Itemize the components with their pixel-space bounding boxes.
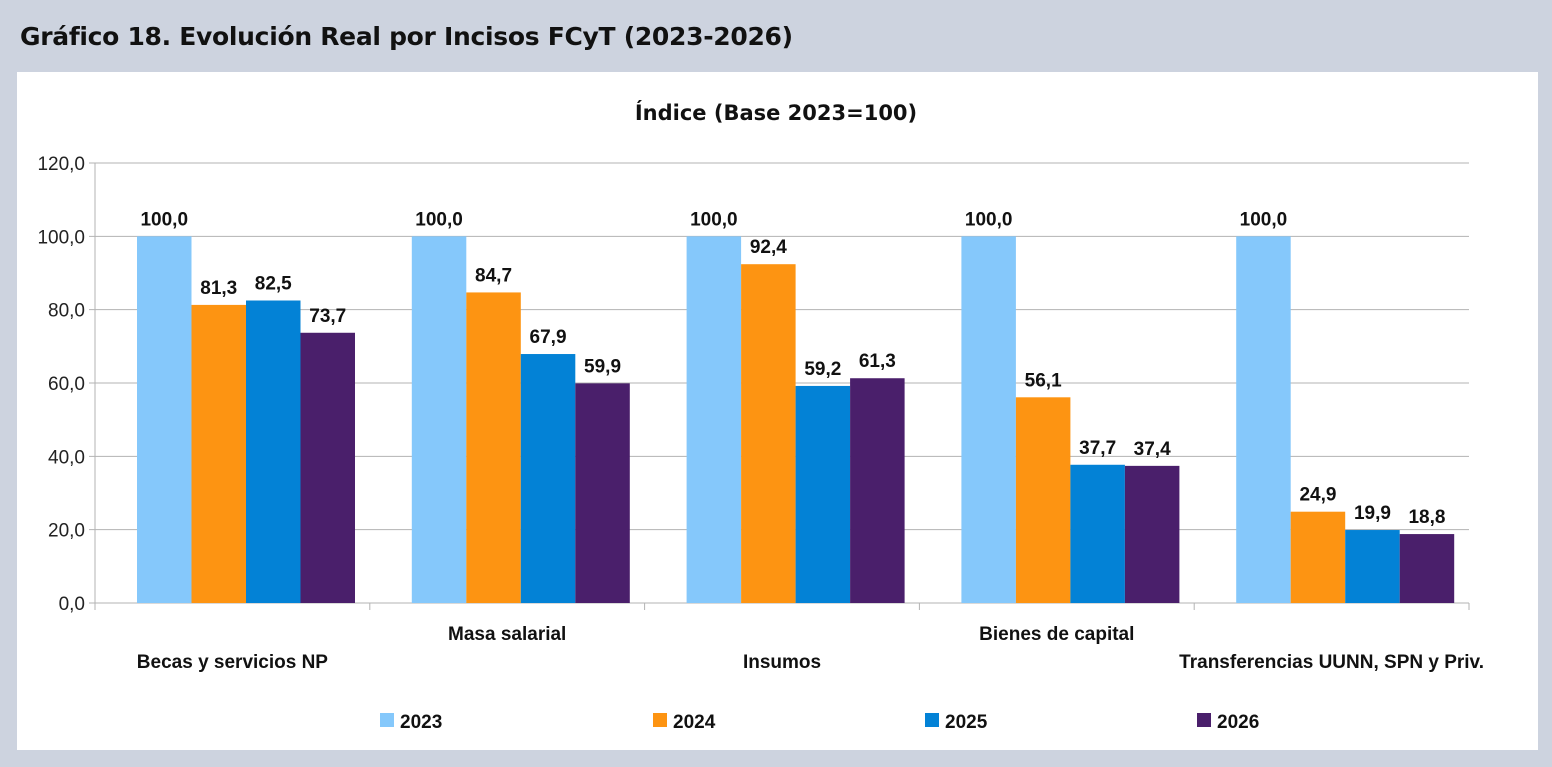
data-label: 100,0 — [140, 209, 188, 230]
data-label: 24,9 — [1299, 485, 1336, 506]
figure-title: Gráfico 18. Evolución Real por Incisos F… — [20, 22, 793, 51]
data-label: 59,9 — [584, 356, 621, 377]
y-tick-label: 40,0 — [48, 447, 85, 468]
data-label: 19,9 — [1354, 503, 1391, 524]
bar-2024 — [1015, 397, 1071, 603]
bar-2025 — [520, 354, 576, 603]
data-label: 100,0 — [690, 209, 738, 230]
data-label: 100,0 — [1240, 209, 1288, 230]
bar-2023 — [961, 236, 1016, 604]
legend-swatch-2024 — [653, 713, 667, 727]
bar-2025 — [246, 300, 301, 603]
data-label: 59,2 — [804, 359, 841, 380]
category-labels: Becas y servicios NP Masa salarial Insumos… — [137, 624, 1484, 673]
data-label: 81,3 — [200, 278, 237, 299]
data-label: 82,5 — [255, 274, 292, 295]
y-tick-label: 100,0 — [37, 227, 85, 248]
data-label: 92,4 — [750, 237, 787, 258]
data-labels: 100,0 100,0 100,0 100,0 100,0 81,3 84,7 92,4 56,… — [140, 209, 1445, 528]
y-tick-label: 20,0 — [48, 521, 85, 542]
category-label: Bienes de capital — [979, 624, 1134, 645]
legend-label: 2025 — [945, 712, 988, 733]
legend-swatch-2026 — [1197, 713, 1211, 727]
y-tick-label: 60,0 — [48, 374, 85, 395]
bar-2023 — [411, 236, 467, 604]
bar-2024 — [466, 292, 521, 603]
category-label: Masa salarial — [448, 624, 566, 645]
bar-2025 — [1070, 464, 1125, 603]
y-tick-label: 0,0 — [59, 594, 85, 615]
legend-swatch-2023 — [380, 713, 394, 727]
data-label: 84,7 — [475, 265, 512, 286]
data-label: 61,3 — [859, 351, 896, 372]
bar-2026 — [300, 332, 355, 603]
y-tick-label: 120,0 — [37, 154, 85, 175]
category-label: Insumos — [743, 652, 821, 673]
bar-2026 — [850, 378, 905, 603]
data-label: 56,1 — [1025, 370, 1062, 391]
bar-2023 — [686, 236, 742, 604]
bar-2025 — [795, 385, 851, 603]
chart-panel: Índice (Base 2023=100) 0,0 20,0 40,0 60,0 80… — [17, 72, 1538, 750]
bar-2026 — [575, 383, 630, 603]
bar-2023 — [137, 236, 192, 604]
legend-label: 2023 — [400, 712, 442, 733]
data-label: 37,7 — [1079, 438, 1116, 459]
data-label: 37,4 — [1134, 439, 1171, 460]
bar-2023 — [1236, 236, 1291, 604]
axes: 0,0 20,0 40,0 60,0 80,0 100,0 120,0 — [37, 154, 1470, 615]
bar-2026 — [1124, 465, 1180, 603]
chart-title: Índice (Base 2023=100) — [635, 100, 917, 125]
legend: 2023 2024 2025 2026 — [380, 712, 1259, 733]
data-label: 100,0 — [415, 209, 463, 230]
y-tick-label: 80,0 — [48, 301, 85, 322]
category-label: Transferencias UUNN, SPN y Priv. — [1179, 652, 1484, 673]
data-label: 67,9 — [530, 327, 567, 348]
legend-label: 2026 — [1217, 712, 1259, 733]
bar-2024 — [191, 304, 246, 603]
bar-chart: Índice (Base 2023=100) 0,0 20,0 40,0 60,0 80… — [37, 100, 1484, 733]
bar-2026 — [1399, 534, 1455, 603]
bar-2025 — [1345, 530, 1400, 603]
bar-2024 — [1290, 511, 1346, 603]
legend-label: 2024 — [673, 712, 716, 733]
data-label: 18,8 — [1408, 507, 1445, 528]
bars — [137, 236, 1455, 604]
data-label: 100,0 — [965, 209, 1013, 230]
legend-swatch-2025 — [925, 713, 939, 727]
data-label: 73,7 — [309, 306, 346, 327]
category-label: Becas y servicios NP — [137, 652, 329, 673]
bar-2024 — [741, 264, 796, 603]
